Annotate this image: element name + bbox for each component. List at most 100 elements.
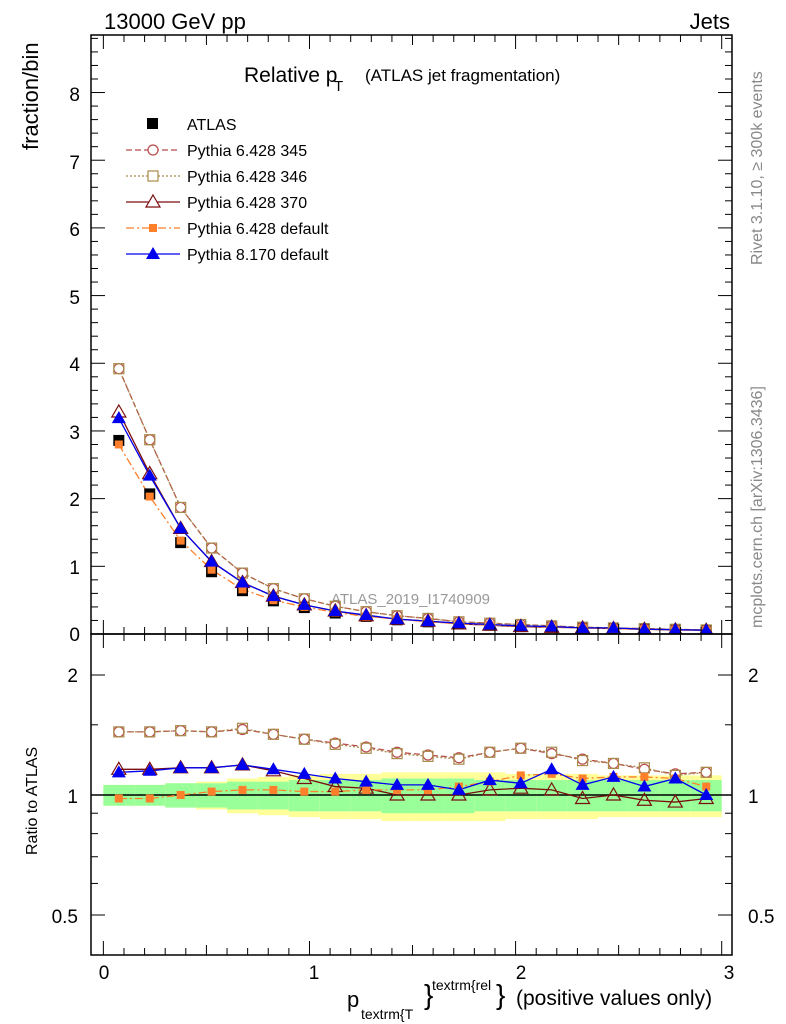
main-point-p8def-19 (699, 623, 713, 634)
xtick-label-1: 1 (309, 963, 320, 984)
ratio-point-p370-12 (481, 781, 498, 796)
legend-marker-p345 (147, 144, 159, 156)
ratio-point-p8def-8 (359, 774, 374, 787)
main-point-p6def-1 (145, 492, 154, 501)
main-point-p6def-3 (207, 565, 216, 574)
main-ytick-label-3: 3 (69, 423, 80, 444)
ratio-point-p370-10 (419, 786, 437, 801)
main-ytick-label-8: 8 (69, 85, 80, 106)
main-point-p6def-4 (238, 585, 247, 594)
ratio-point-p345-12 (484, 746, 496, 758)
title-main: Relative p (244, 64, 337, 87)
ratio-point-p346-12 (484, 746, 496, 758)
rivet-label: Rivet 3.1.10, ≥ 300k events (749, 71, 766, 265)
legend-entry-atlas: ATLAS (147, 117, 237, 134)
ratio-point-p345-16 (607, 757, 620, 770)
main-point-p6def-2 (176, 536, 185, 545)
main-point-p8def-14 (544, 619, 559, 632)
legend-label-atlas: ATLAS (187, 117, 237, 134)
main-point-p8def-1 (142, 468, 157, 481)
xtick-label-2: 2 (516, 963, 527, 984)
ratio-uncertainty-bands (103, 772, 722, 822)
ratio-point-p346-15 (576, 754, 589, 767)
ratio-point-p370-18 (667, 793, 684, 808)
main-point-p346-2 (175, 501, 187, 514)
ratio-point-p346-13 (515, 742, 527, 754)
ratio-ytick-label-1: 1 (67, 787, 78, 808)
main-point-p8def-4 (235, 575, 250, 588)
ratio-point-p346-14 (546, 746, 558, 758)
main-point-p345-1 (144, 434, 156, 446)
legend-entry-p8def: Pythia 8.170 default (126, 247, 329, 264)
ratio-point-p346-8 (360, 742, 372, 754)
main-ylabel: fraction/bin (18, 42, 43, 150)
ratio-point-p370-15 (574, 790, 591, 805)
ratio-point-p8def-1 (142, 763, 157, 776)
ratio-point-p346-10 (422, 750, 434, 762)
main-ytick-label-5: 5 (69, 288, 80, 309)
ratio-point-p8def-15 (575, 777, 590, 790)
main-point-p8def-18 (668, 622, 682, 634)
ratio-point-p6def-6 (300, 787, 309, 796)
ratio-point-p346-9 (391, 748, 403, 760)
main-point-p8def-7 (328, 603, 343, 616)
main-ytick-label-1: 1 (69, 558, 80, 579)
main-point-p8def-11 (451, 616, 466, 629)
ratio-point-p6def-7 (331, 787, 340, 796)
legend-label-p346: Pythia 6.428 346 (187, 169, 307, 186)
title-rest: (ATLAS jet fragmentation) (365, 66, 560, 85)
legend-entry-p6def: Pythia 6.428 default (126, 221, 329, 238)
main-point-p345-0 (113, 363, 125, 375)
xtick-label-0: 0 (99, 963, 110, 984)
ratio-point-p8def-3 (204, 760, 219, 773)
legend-entry-p346: Pythia 6.428 346 (126, 169, 307, 186)
ratio-point-p345-3 (205, 726, 218, 738)
main-point-p8def-15 (575, 620, 590, 633)
ratio-point-p6def-3 (207, 787, 216, 796)
ratio-point-p370-9 (389, 786, 406, 801)
ratio-point-p346-1 (144, 726, 156, 738)
main-point-p8def-2 (173, 521, 188, 534)
mcplots-label: mcplots.cern.ch [arXiv:1306.3436] (749, 386, 766, 628)
xlabel-subscript: textrm{T (361, 1006, 414, 1022)
main-point-p8def-16 (606, 620, 621, 633)
ratio-ytick-label-2: 2 (67, 666, 78, 687)
ratio-point-p8def-9 (390, 777, 405, 790)
main-point-p346-1 (144, 434, 156, 446)
ratio-point-p346-16 (607, 757, 620, 770)
ratio-point-p6def-19 (702, 782, 711, 791)
ratio-point-p8def-6 (297, 766, 312, 779)
ratio-line-p6def (118, 773, 707, 800)
x-axis-label: p textrm{T } textrm{rel } (positive valu… (347, 977, 712, 1022)
ratio-point-p8def-19 (699, 788, 714, 800)
ratio-point-p6def-13 (516, 771, 525, 780)
xtick-label-3: 3 (724, 963, 735, 984)
ratio-point-p370-17 (636, 792, 653, 806)
ratio-point-p8def-10 (420, 777, 435, 790)
ratio-point-p346-7 (329, 738, 341, 750)
ratio-series-layer (91, 722, 732, 808)
ratio-ylabel: Ratio to ATLAS (24, 747, 41, 855)
legend-marker-p6def (149, 224, 157, 232)
legend-marker-atlas (147, 118, 158, 129)
ratio-point-p8def-18 (668, 771, 683, 784)
ratio-point-p346-2 (175, 725, 187, 737)
main-ytick-label-2: 2 (69, 490, 80, 511)
plot-title: Relative p T (ATLAS jet fragmentation) (244, 64, 560, 95)
ratio-point-p346-11 (453, 753, 465, 765)
ratio-point-p8def-2 (173, 760, 188, 773)
ratio-point-p8def-5 (266, 762, 281, 775)
main-point-p345-2 (175, 501, 187, 514)
main-ytick-label-6: 6 (69, 220, 80, 241)
ratio-point-p8def-4 (235, 757, 250, 770)
ratio-point-p346-4 (236, 722, 249, 734)
axis-ticks (91, 35, 732, 955)
main-point-p8def-5 (266, 589, 281, 602)
analysis-label: ATLAS_2019_I1740909 (331, 591, 490, 608)
legend: ATLAS Pythia 6.428 345 Pythia 6.428 346 … (126, 117, 329, 264)
ratio-point-p345-0 (113, 726, 125, 738)
ratio-point-p370-16 (605, 786, 622, 801)
ratio-point-p370-14 (543, 781, 560, 796)
ratio-point-p8def-14 (544, 762, 559, 775)
ratio-point-p345-2 (175, 725, 187, 737)
